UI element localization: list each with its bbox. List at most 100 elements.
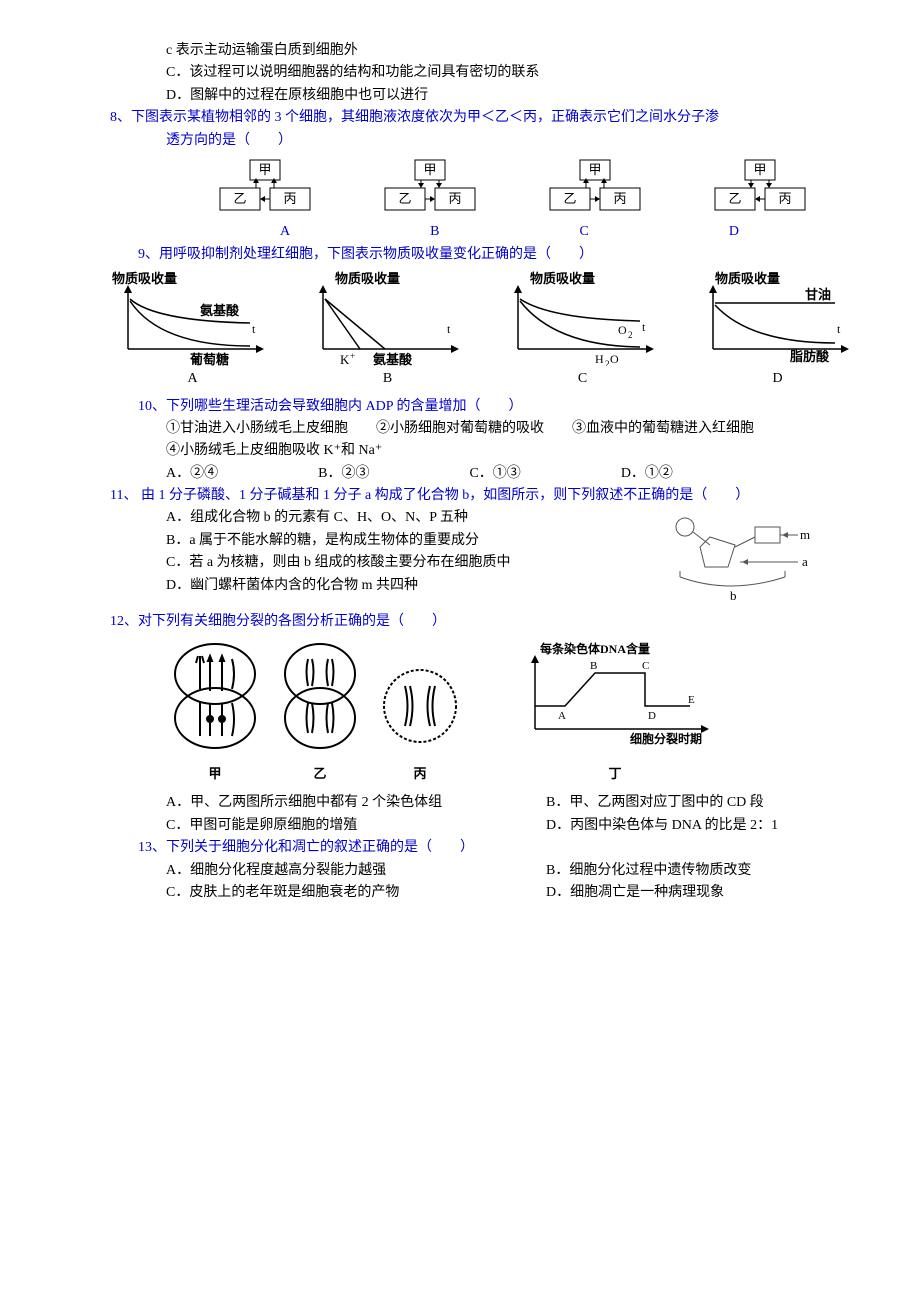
svg-text:氨基酸: 氨基酸 [372, 352, 413, 366]
svg-text:A: A [558, 710, 566, 722]
q10-items1: ①甘油进入小肠绒毛上皮细胞 ②小肠细胞对葡萄糖的吸收 ③血液中的葡萄糖进入红细胞 [110, 418, 810, 440]
q9-chart-B: 物质吸收量 t K+ 氨基酸 B [305, 271, 470, 390]
q11-optB: B．a 属于不能水解的糖，是构成生物体的重要成分 [110, 530, 511, 552]
q12-cap-2: 丙 [380, 764, 460, 785]
svg-text:物质吸收量: 物质吸收量 [530, 271, 595, 286]
svg-text:+: + [350, 351, 355, 361]
svg-text:B: B [590, 660, 597, 672]
q9-chart-C: 物质吸收量 t O2 H2O C [500, 271, 665, 390]
svg-text:K: K [340, 352, 350, 366]
svg-text:乙: 乙 [233, 191, 246, 206]
q9-chart-D: 物质吸收量 t 甘油 脂肪酸 D [695, 271, 860, 390]
svg-text:t: t [642, 320, 646, 334]
q8-stem-2: 透方向的是（ ） [110, 130, 810, 152]
q13-row2: C．皮肤上的老年斑是细胞衰老的产物 D．细胞凋亡是一种病理现象 [110, 882, 810, 904]
svg-text:2: 2 [628, 330, 633, 340]
q13-optB: B．细胞分化过程中遗传物质改变 [546, 860, 751, 882]
q12-cell-bing: 丙 [380, 661, 460, 784]
q9-lab-B: B [305, 368, 470, 390]
q11-stem: 11、 由 1 分子磷酸、1 分子碱基和 1 分子 a 构成了化合物 b，如图所… [110, 485, 810, 507]
svg-text:H: H [595, 352, 604, 366]
q12-chart-ding: 每条染色体DNA含量 A B C D E 细胞分裂时期 丁 [510, 641, 720, 784]
q12-row2: C．甲图可能是卵原细胞的增殖 D．丙图中染色体与 DNA 的比是 2：1 [110, 815, 810, 837]
svg-text:物质吸收量: 物质吸收量 [335, 271, 400, 286]
svg-text:t: t [447, 322, 451, 336]
q12-cap-0: 甲 [170, 764, 260, 785]
svg-text:a: a [802, 554, 808, 569]
q12-cell-jia: 甲 [170, 641, 260, 784]
q9-stem: 9、用呼吸抑制剂处理红细胞，下图表示物质吸收量变化正确的是（ ） [110, 244, 810, 266]
q8-lab-A: A [280, 221, 290, 243]
svg-text:丙: 丙 [613, 191, 626, 206]
q9-lab-C: C [500, 368, 665, 390]
q8-lab-B: B [430, 221, 439, 243]
q9-chart-A: 物质吸收量 t 氨基酸 葡萄糖 A [110, 271, 275, 390]
svg-text:m: m [800, 527, 810, 542]
svg-text:氨基酸: 氨基酸 [199, 303, 240, 318]
q11-optC: C．若 a 为核糖，则由 b 组成的核酸主要分布在细胞质中 [110, 552, 511, 574]
q8-lab-C: C [579, 221, 588, 243]
svg-text:丙: 丙 [283, 191, 296, 206]
q9-lab-D: D [695, 368, 860, 390]
q8-dia-A: 甲 乙 丙 [210, 158, 320, 221]
q12-cell-yi: 乙 [280, 641, 360, 784]
svg-text:乙: 乙 [728, 191, 741, 206]
q11-optA: A．组成化合物 b 的元素有 C、H、O、N、P 五种 [110, 507, 511, 529]
svg-text:t: t [837, 322, 841, 336]
q10-optA: A．②④ [166, 463, 218, 485]
q8-dia-D: 甲 乙 丙 [705, 158, 815, 221]
svg-text:t: t [252, 322, 256, 336]
q13-row1: A．细胞分化程度越高分裂能力越强 B．细胞分化过程中遗传物质改变 [110, 860, 810, 882]
q12-optA: A．甲、乙两图所示细胞中都有 2 个染色体组 [166, 792, 546, 814]
q10-optC: C．①③ [469, 463, 520, 485]
svg-text:每条染色体DNA含量: 每条染色体DNA含量 [540, 641, 650, 656]
q12-optC: C．甲图可能是卵原细胞的增殖 [166, 815, 546, 837]
svg-text:O: O [618, 323, 627, 337]
q10-items2: ④小肠绒毛上皮细胞吸收 K⁺和 Na⁺ [110, 440, 810, 462]
q13-optA: A．细胞分化程度越高分裂能力越强 [166, 860, 546, 882]
svg-text:2: 2 [605, 359, 610, 366]
q12-optD: D．丙图中染色体与 DNA 的比是 2：1 [546, 815, 778, 837]
q8-dia-B: 甲 乙 丙 [375, 158, 485, 221]
q12-figures: 甲 乙 丙 每条染色体DNA含量 [170, 641, 810, 784]
svg-text:丙: 丙 [778, 191, 791, 206]
q10-options: A．②④ B．②③ C．①③ D．①② [110, 463, 810, 485]
svg-text:甲: 甲 [753, 162, 766, 177]
svg-text:葡萄糖: 葡萄糖 [189, 352, 229, 366]
svg-text:物质吸收量: 物质吸收量 [715, 271, 780, 286]
q10-optB: B．②③ [318, 463, 369, 485]
svg-text:甲: 甲 [588, 162, 601, 177]
q8-dia-C: 甲 乙 丙 [540, 158, 650, 221]
q8-labels: A B C D [280, 221, 810, 243]
svg-text:物质吸收量: 物质吸收量 [112, 271, 177, 286]
q12-cap-3: 丁 [510, 764, 720, 785]
svg-text:E: E [688, 694, 695, 706]
svg-text:甘油: 甘油 [805, 287, 831, 302]
svg-text:乙: 乙 [398, 191, 411, 206]
q8-lab-D: D [729, 221, 739, 243]
q12-cap-1: 乙 [280, 764, 360, 785]
q11-figure: m a b [660, 507, 810, 610]
q10-optD: D．①② [621, 463, 673, 485]
q13-optD: D．细胞凋亡是一种病理现象 [546, 882, 724, 904]
q8-diagrams: 甲 乙 丙 甲 乙 丙 甲 乙 [210, 158, 810, 221]
svg-text:O: O [610, 352, 619, 366]
svg-text:乙: 乙 [563, 191, 576, 206]
svg-text:脂肪酸: 脂肪酸 [789, 349, 830, 364]
svg-text:b: b [730, 588, 737, 602]
q13-optC: C．皮肤上的老年斑是细胞衰老的产物 [166, 882, 546, 904]
svg-text:丙: 丙 [448, 191, 461, 206]
q8-stem-1: 8、下图表示某植物相邻的 3 个细胞，其细胞液浓度依次为甲＜乙＜丙，正确表示它们… [110, 107, 810, 129]
q12-optB: B．甲、乙两图对应丁图中的 CD 段 [546, 792, 764, 814]
q10-stem: 10、下列哪些生理活动会导致细胞内 ADP 的含量增加（ ） [110, 396, 810, 418]
svg-text:C: C [642, 660, 649, 672]
q9-lab-A: A [110, 368, 275, 390]
svg-text:D: D [648, 710, 656, 722]
svg-text:细胞分裂时期: 细胞分裂时期 [630, 731, 702, 746]
q12-row1: A．甲、乙两图所示细胞中都有 2 个染色体组 B．甲、乙两图对应丁图中的 CD … [110, 792, 810, 814]
svg-text:甲: 甲 [258, 162, 271, 177]
q7-c: c 表示主动运输蛋白质到细胞外 [110, 40, 810, 62]
q9-charts: 物质吸收量 t 氨基酸 葡萄糖 A 物质吸收量 t K+ 氨基酸 B [110, 271, 810, 390]
q13-stem: 13、下列关于细胞分化和凋亡的叙述正确的是（ ） [110, 837, 810, 859]
q11-optD: D．幽门螺杆菌体内含的化合物 m 共四种 [110, 575, 511, 597]
